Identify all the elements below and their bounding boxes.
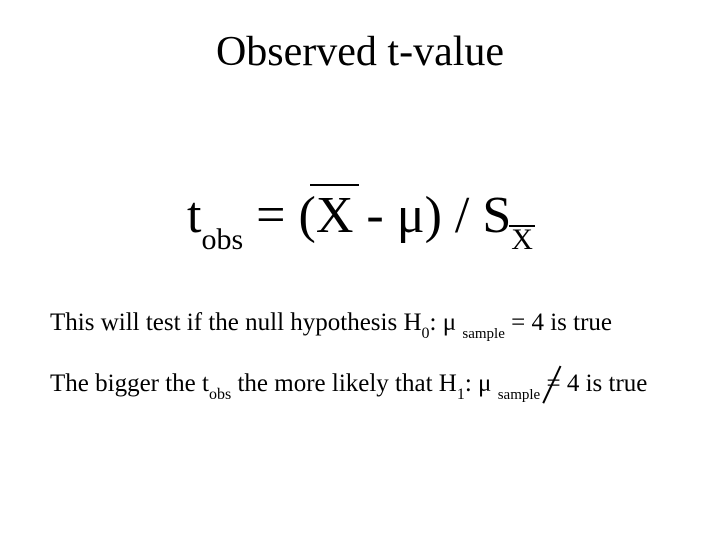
- formula-eq-open: = (: [243, 187, 316, 244]
- slide-title: Observed t-value: [50, 28, 670, 76]
- body-line-1: This will test if the null hypothesis H0…: [50, 306, 670, 343]
- formula-s-sub: X: [511, 223, 533, 257]
- sample-subscript: sample: [462, 326, 505, 342]
- h0-subscript: 0: [422, 325, 430, 342]
- formula-t: t: [187, 187, 201, 244]
- formula-t-sub: obs: [201, 223, 243, 256]
- slide: Observed t-value tobs = (X - μ) / SX Thi…: [0, 0, 720, 540]
- formula-minus-mu: - μ) / S: [353, 187, 511, 244]
- h1-subscript: 1: [457, 386, 465, 403]
- sample-subscript-2: sample: [498, 387, 541, 403]
- body-text: This will test if the null hypothesis H0…: [50, 306, 670, 403]
- body-line-2: The bigger the tobs the more likely that…: [50, 367, 670, 404]
- formula: tobs = (X - μ) / SX: [50, 186, 670, 251]
- overbar-icon: [310, 184, 360, 186]
- overbar-small-icon: [509, 225, 535, 227]
- not-equal-icon: =: [546, 367, 560, 401]
- formula-xbar: X: [316, 186, 354, 245]
- tobs-subscript: obs: [209, 386, 231, 403]
